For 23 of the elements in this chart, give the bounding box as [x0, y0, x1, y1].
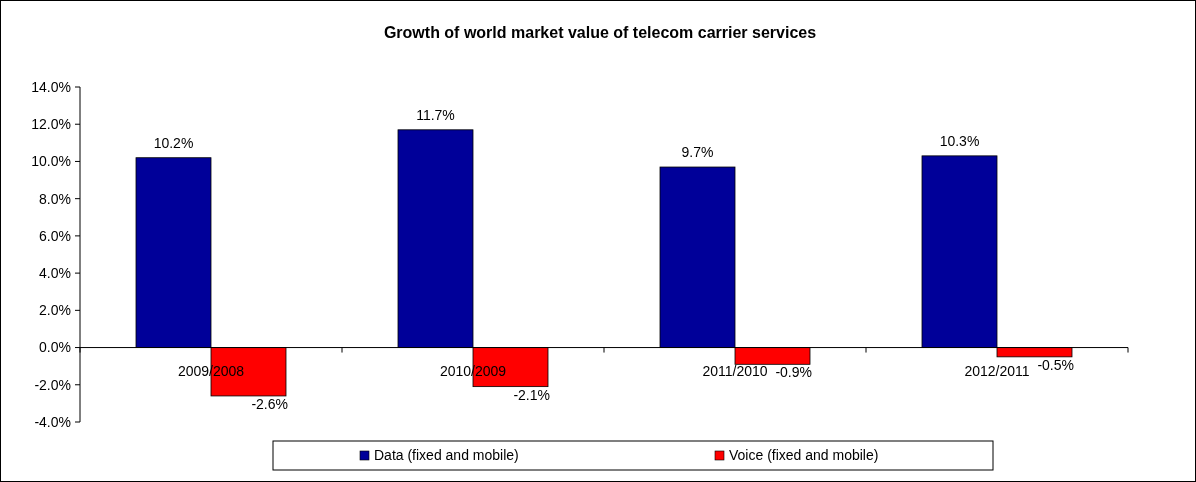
y-tick-label: 6.0%: [39, 227, 71, 244]
data-label: -2.6%: [251, 395, 288, 412]
y-tick-label: -4.0%: [34, 413, 71, 430]
data-label: -0.9%: [775, 364, 812, 381]
y-tick-label: 0.0%: [39, 339, 71, 356]
legend-label: Data (fixed and mobile): [374, 447, 519, 463]
data-label: 11.7%: [416, 106, 455, 123]
y-tick-label: 4.0%: [39, 265, 71, 282]
data-label: 10.2%: [153, 134, 194, 151]
legend-label: Voice (fixed and mobile): [729, 447, 879, 463]
data-label: 9.7%: [681, 144, 714, 161]
y-tick-label: 8.0%: [39, 190, 71, 207]
x-tick-label: 2011/2010: [702, 362, 768, 379]
y-tick-label: 2.0%: [39, 302, 71, 319]
chart-title: Growth of world market value of telecom carrier services: [383, 24, 817, 41]
y-tick-label: 14.0%: [31, 78, 71, 95]
data-label: 10.3%: [939, 132, 980, 149]
y-tick-label: -2.0%: [34, 376, 71, 393]
data-label: -2.1%: [513, 386, 550, 403]
data-label: -0.5%: [1037, 356, 1074, 373]
y-tick-label: 12.0%: [31, 116, 71, 133]
y-tick-label: 10.0%: [31, 153, 71, 170]
x-tick-label: 2012/2011: [964, 362, 1030, 379]
